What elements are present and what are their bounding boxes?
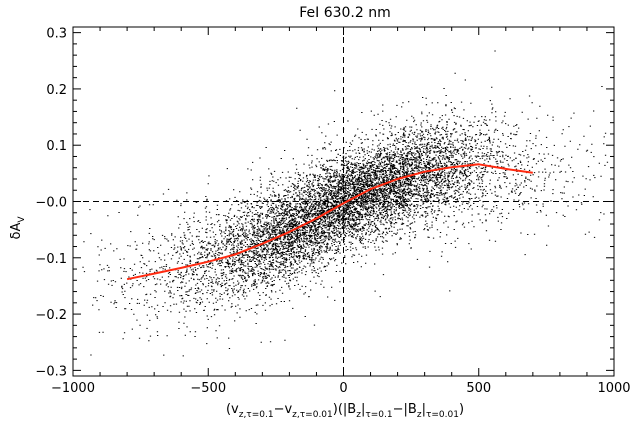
x-label-subscript: z,τ=0.1 bbox=[239, 410, 274, 420]
y-tick-label: −0.3 bbox=[35, 364, 67, 379]
reference-lines bbox=[73, 27, 614, 376]
axes bbox=[72, 26, 615, 377]
fit-line-layer bbox=[126, 163, 533, 281]
x-label-subscript: z,τ=0.01 bbox=[292, 410, 333, 420]
x-tick-label: −500 bbox=[190, 381, 226, 396]
scatter-point-cloud bbox=[82, 50, 609, 357]
x-axis-label: (vz,τ=0.1−vz,τ=0.01)(|Bz|τ=0.1−|Bz|τ=0.0… bbox=[226, 402, 464, 420]
y-tick-label: 0.1 bbox=[46, 139, 67, 154]
fit-line bbox=[126, 163, 533, 281]
chart-title: FeI 630.2 nm bbox=[299, 5, 391, 21]
y-tick-label: −0.0 bbox=[35, 196, 67, 211]
x-label-text: −v bbox=[274, 402, 293, 417]
x-tick-label: 0 bbox=[339, 381, 347, 396]
y-tick-label: −0.1 bbox=[35, 252, 67, 267]
x-label-subscript: z bbox=[356, 410, 361, 420]
y-axis-label: δAV bbox=[9, 216, 27, 240]
x-label-text: (v bbox=[226, 402, 239, 417]
x-tick-label: −1000 bbox=[51, 381, 95, 396]
y-tick-label: 0.3 bbox=[46, 27, 67, 42]
y-axis-label-sub: V bbox=[17, 216, 27, 223]
x-label-text: | bbox=[422, 402, 426, 417]
x-label-subscript: z bbox=[417, 410, 422, 420]
tick-labels: −1000 −500 0 500 1000 −0.3 −0.2 −0.1 −0.0 0.1 0.2 0… bbox=[35, 27, 630, 396]
y-axis-label-main: δA bbox=[9, 223, 24, 240]
y-tick-label: 0.2 bbox=[46, 83, 67, 98]
y-tick-label: −0.2 bbox=[35, 308, 67, 323]
x-tick-label: 1000 bbox=[597, 381, 630, 396]
x-label-subscript: τ=0.1 bbox=[365, 410, 392, 420]
scatter-points bbox=[82, 50, 609, 357]
x-label-text: −|B bbox=[393, 402, 417, 417]
x-label-text: ) bbox=[459, 402, 464, 417]
x-tick-label: 500 bbox=[466, 381, 491, 396]
x-label-text: | bbox=[361, 402, 365, 417]
x-label-subscript: τ=0.01 bbox=[426, 410, 459, 420]
x-label-text: )(|B bbox=[333, 402, 356, 417]
